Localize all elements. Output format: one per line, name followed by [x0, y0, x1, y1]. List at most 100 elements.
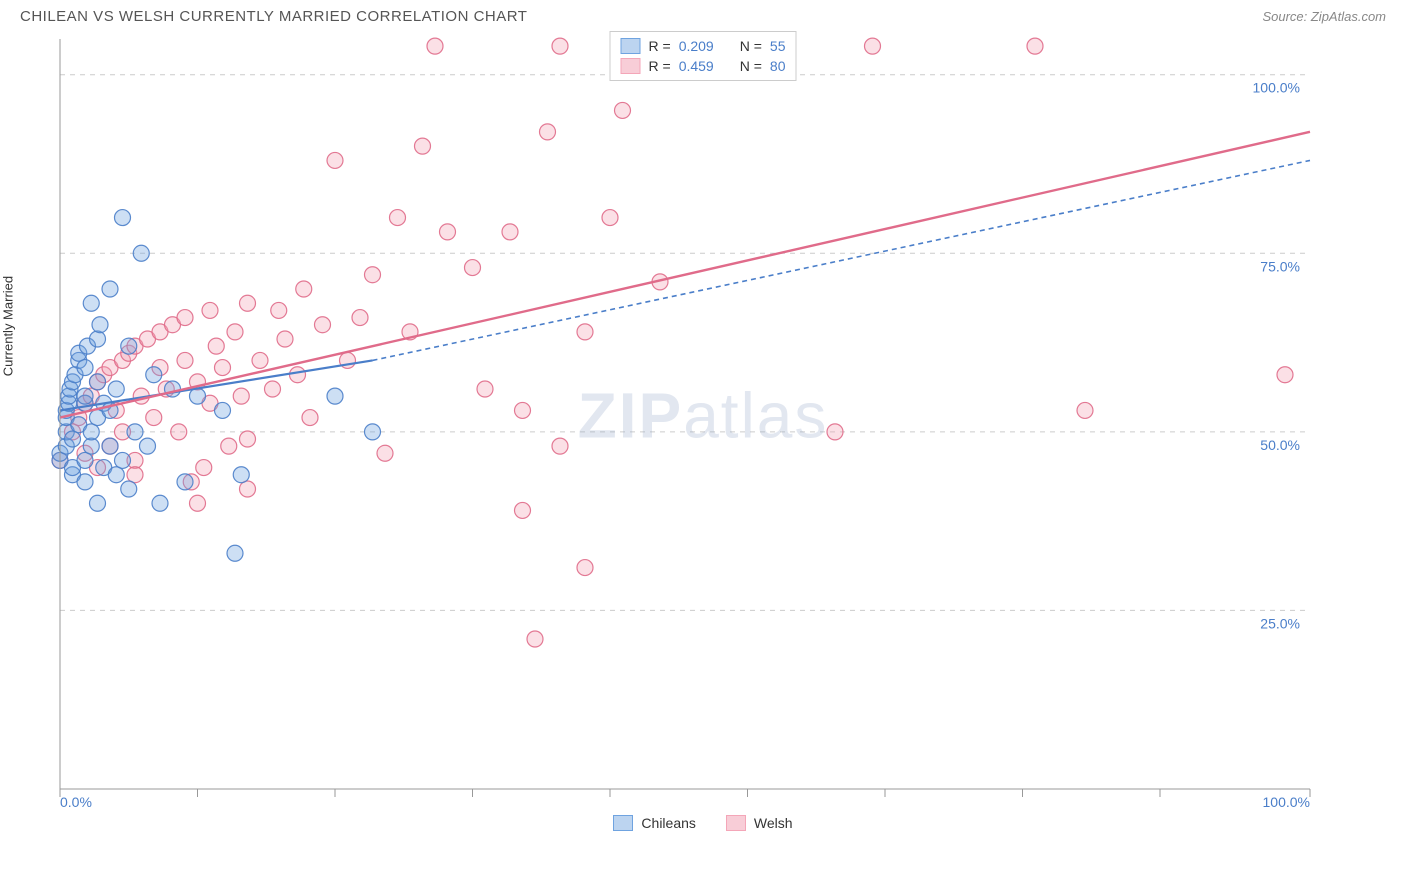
data-point-welsh — [477, 381, 493, 397]
regression-line-welsh — [60, 132, 1310, 418]
data-point-chileans — [102, 281, 118, 297]
data-point-welsh — [196, 460, 212, 476]
data-point-welsh — [215, 360, 231, 376]
y-axis-label: Currently Married — [1, 276, 16, 376]
data-point-welsh — [390, 210, 406, 226]
series-legend-label: Welsh — [754, 815, 793, 831]
chart-title: CHILEAN VS WELSH CURRENTLY MARRIED CORRE… — [20, 8, 527, 25]
legend-swatch — [613, 815, 633, 831]
data-point-chileans — [121, 338, 137, 354]
data-point-welsh — [515, 502, 531, 518]
source-label: Source: ZipAtlas.com — [1262, 9, 1386, 24]
data-point-welsh — [577, 324, 593, 340]
legend-r-value: 0.209 — [679, 38, 714, 54]
data-point-chileans — [140, 438, 156, 454]
data-point-welsh — [502, 224, 518, 240]
legend-n-label: N = — [740, 38, 762, 54]
legend-swatch — [726, 815, 746, 831]
data-point-welsh — [365, 267, 381, 283]
x-tick-label-right: 100.0% — [1263, 794, 1310, 809]
data-point-chileans — [146, 367, 162, 383]
correlation-legend: R = 0.209 N = 55 R =0.459N =80 — [610, 31, 797, 81]
y-tick-label: 50.0% — [1260, 437, 1300, 453]
data-point-chileans — [165, 381, 181, 397]
data-point-chileans — [65, 431, 81, 447]
data-point-welsh — [252, 352, 268, 368]
data-point-chileans — [215, 402, 231, 418]
data-point-chileans — [127, 424, 143, 440]
data-point-welsh — [352, 310, 368, 326]
data-point-welsh — [171, 424, 187, 440]
data-point-welsh — [177, 352, 193, 368]
series-legend: Chileans Welsh — [0, 815, 1406, 831]
regression-line-ext-chileans — [373, 160, 1311, 360]
data-point-welsh — [415, 138, 431, 154]
scatter-chart: 25.0% 50.0% 75.0% 100.0% 0.0% 100.0% — [20, 29, 1360, 809]
data-point-welsh — [127, 467, 143, 483]
data-point-chileans — [227, 545, 243, 561]
data-point-chileans — [90, 495, 106, 511]
data-point-welsh — [552, 438, 568, 454]
data-point-chileans — [233, 467, 249, 483]
legend-row: R =0.459N =80 — [621, 56, 786, 76]
data-point-welsh — [296, 281, 312, 297]
data-point-welsh — [221, 438, 237, 454]
data-point-welsh — [240, 295, 256, 311]
data-point-chileans — [90, 374, 106, 390]
data-point-chileans — [115, 210, 131, 226]
data-point-chileans — [77, 452, 93, 468]
data-point-welsh — [577, 560, 593, 576]
x-tick-label-left: 0.0% — [60, 794, 92, 809]
data-point-chileans — [108, 467, 124, 483]
data-point-welsh — [271, 302, 287, 318]
data-point-welsh — [377, 445, 393, 461]
data-point-welsh — [827, 424, 843, 440]
data-point-chileans — [102, 438, 118, 454]
data-point-welsh — [527, 631, 543, 647]
data-point-welsh — [1077, 402, 1093, 418]
data-point-chileans — [77, 388, 93, 404]
series-legend-item: Chileans — [613, 815, 695, 831]
data-point-chileans — [115, 452, 131, 468]
data-point-welsh — [202, 302, 218, 318]
data-point-welsh — [1027, 38, 1043, 54]
data-point-chileans — [83, 424, 99, 440]
legend-n-value: 55 — [770, 38, 786, 54]
data-point-welsh — [227, 324, 243, 340]
data-point-chileans — [90, 331, 106, 347]
data-point-welsh — [515, 402, 531, 418]
data-point-chileans — [152, 495, 168, 511]
data-point-welsh — [552, 38, 568, 54]
data-point-welsh — [440, 224, 456, 240]
y-tick-label: 25.0% — [1260, 615, 1300, 631]
data-point-welsh — [277, 331, 293, 347]
data-point-welsh — [290, 367, 306, 383]
data-point-chileans — [190, 388, 206, 404]
data-point-chileans — [83, 295, 99, 311]
chart-area: Currently Married 25.0%50.0%75.0%100.0%0… — [20, 29, 1386, 809]
data-point-welsh — [233, 388, 249, 404]
legend-swatch — [621, 58, 641, 74]
y-tick-label: 75.0% — [1260, 258, 1300, 274]
legend-n-label: N = — [740, 58, 762, 74]
legend-row: R = 0.209 N = 55 — [621, 36, 786, 56]
data-point-welsh — [602, 210, 618, 226]
data-point-welsh — [327, 152, 343, 168]
data-point-welsh — [177, 310, 193, 326]
header: CHILEAN VS WELSH CURRENTLY MARRIED CORRE… — [0, 0, 1406, 29]
y-tick-label: 100.0% — [1253, 80, 1300, 96]
data-point-welsh — [865, 38, 881, 54]
data-point-chileans — [327, 388, 343, 404]
data-point-welsh — [540, 124, 556, 140]
data-point-chileans — [77, 360, 93, 376]
data-point-welsh — [146, 410, 162, 426]
data-point-welsh — [615, 102, 631, 118]
data-point-welsh — [465, 260, 481, 276]
data-point-welsh — [240, 431, 256, 447]
series-legend-item: Welsh — [726, 815, 793, 831]
data-point-chileans — [177, 474, 193, 490]
data-point-chileans — [133, 245, 149, 261]
legend-r-label: R = — [649, 38, 671, 54]
data-point-welsh — [208, 338, 224, 354]
data-point-welsh — [302, 410, 318, 426]
